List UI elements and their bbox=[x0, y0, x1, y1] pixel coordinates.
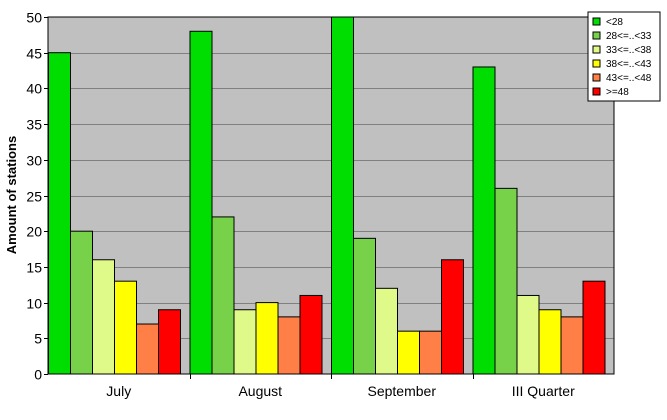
bar bbox=[255, 302, 279, 375]
bar bbox=[353, 237, 376, 375]
bar bbox=[277, 316, 301, 375]
bar bbox=[233, 309, 257, 375]
legend: <28 28<=..<33 33<=..<38 38<=..<43 43<=..<48 >… bbox=[587, 11, 661, 102]
legend-label: 28<=..<33 bbox=[606, 31, 652, 42]
y-tick-label: 10 bbox=[26, 296, 42, 312]
bar bbox=[582, 280, 606, 375]
y-tick-label: 35 bbox=[26, 117, 42, 133]
bar bbox=[70, 230, 93, 375]
legend-swatch bbox=[592, 87, 601, 96]
legend-label: 43<=..<48 bbox=[606, 73, 652, 84]
bar bbox=[472, 66, 496, 375]
x-tick-label: III Quarter bbox=[512, 383, 575, 399]
y-axis-label: Amount of stations bbox=[4, 136, 19, 254]
legend-swatch bbox=[592, 59, 601, 68]
legend-box bbox=[587, 11, 661, 102]
y-tick-label: 50 bbox=[26, 10, 42, 26]
bar bbox=[92, 259, 115, 375]
bar bbox=[158, 309, 181, 375]
legend-label: 33<=..<38 bbox=[606, 45, 652, 56]
legend-swatch bbox=[592, 45, 601, 54]
x-axis: July August September III Quarter bbox=[106, 374, 575, 399]
y-axis: 0 5 10 15 20 25 30 35 40 45 50 bbox=[26, 10, 48, 383]
legend-label: >=48 bbox=[606, 87, 629, 98]
x-tick-label: August bbox=[238, 383, 282, 399]
legend-swatch bbox=[592, 73, 601, 82]
bars bbox=[47, 16, 615, 375]
y-tick-label: 45 bbox=[26, 46, 42, 62]
bar bbox=[136, 323, 159, 375]
legend-swatch bbox=[592, 17, 601, 26]
bar bbox=[299, 294, 323, 375]
bar bbox=[114, 280, 137, 375]
y-tick-label: 5 bbox=[34, 331, 42, 347]
bar bbox=[189, 30, 213, 375]
x-tick-label: July bbox=[106, 383, 131, 399]
y-tick-label: 0 bbox=[34, 367, 42, 383]
bar bbox=[211, 216, 235, 375]
bar bbox=[560, 316, 584, 375]
bar bbox=[419, 330, 442, 375]
bar bbox=[516, 294, 540, 375]
bar bbox=[375, 287, 398, 375]
legend-label: <28 bbox=[606, 17, 623, 28]
legend-label: 38<=..<43 bbox=[606, 59, 652, 70]
bar bbox=[331, 16, 354, 375]
y-tick-label: 15 bbox=[26, 260, 42, 276]
bar bbox=[441, 259, 464, 375]
bar bbox=[397, 330, 420, 375]
y-tick-label: 40 bbox=[26, 81, 42, 97]
y-tick-label: 25 bbox=[26, 189, 42, 205]
bar bbox=[538, 309, 562, 375]
y-tick-label: 20 bbox=[26, 224, 42, 240]
x-tick-label: September bbox=[368, 383, 437, 399]
bar bbox=[494, 187, 518, 375]
legend-swatch bbox=[592, 31, 601, 40]
bar bbox=[48, 52, 71, 375]
y-tick-label: 30 bbox=[26, 153, 42, 169]
